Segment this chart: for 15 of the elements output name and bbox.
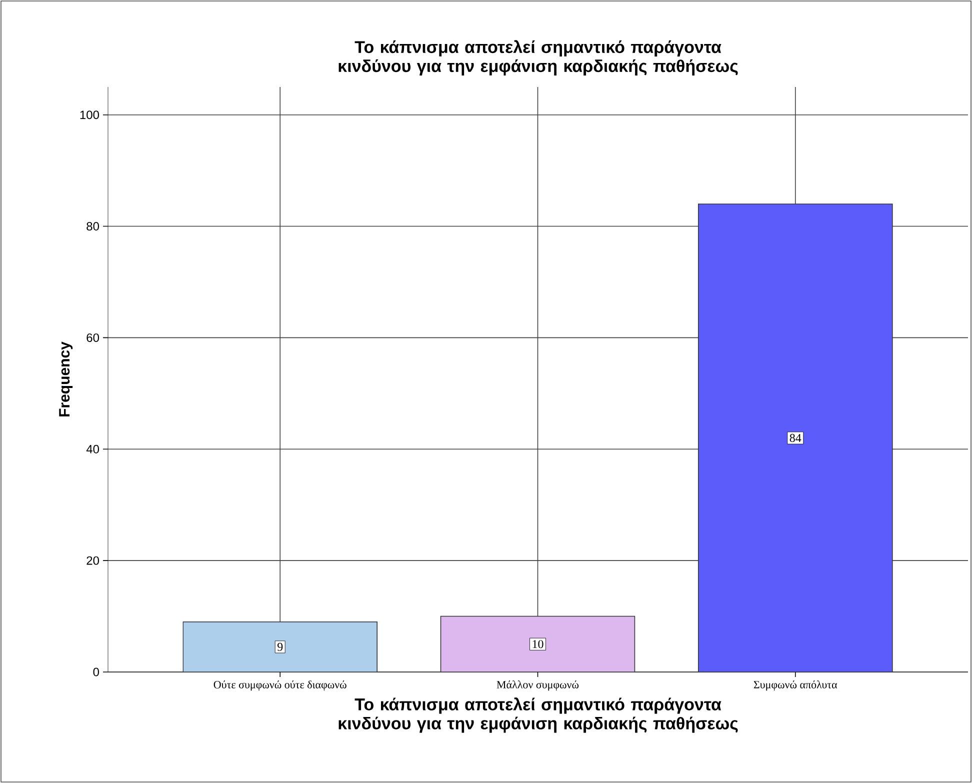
data-label: 10 bbox=[532, 640, 544, 648]
y-tick-label: 40 bbox=[86, 444, 100, 454]
data-label: 84 bbox=[790, 434, 802, 442]
x-axis-title: Το κάπνισμα αποτελεί σημαντικό παράγοντα κινδύνου για την εμφάνιση καρδιακής παθήσεως bbox=[338, 697, 738, 733]
x-tick-label: Μάλλον συμφωνώ bbox=[496, 680, 579, 691]
data-label: 9 bbox=[278, 642, 283, 651]
y-tick-label: 60 bbox=[86, 333, 100, 342]
y-tick-label: 0 bbox=[93, 668, 100, 676]
x-tick-label: Ούτε συμφωνώ ούτε διαφωνώ bbox=[214, 680, 346, 691]
y-axis-title: Frequency bbox=[59, 342, 73, 416]
y-tick-label: 80 bbox=[86, 222, 100, 231]
y-tick-label: 100 bbox=[80, 110, 100, 120]
chart-title: Το κάπνισμα αποτελεί σημαντικό παράγοντα κινδύνου για την εμφάνιση καρδιακής παθήσεως bbox=[338, 40, 738, 76]
y-tick-label: 20 bbox=[86, 556, 100, 565]
x-tick-label: Συμφωνώ απόλυτα bbox=[754, 680, 838, 691]
